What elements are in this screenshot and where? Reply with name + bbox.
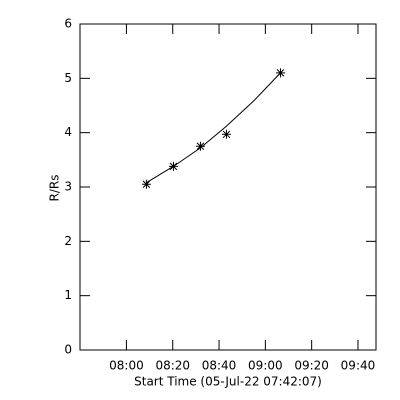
y-tick-label: 1 <box>64 288 72 302</box>
point <box>141 179 151 189</box>
y-tick-label: 3 <box>64 180 72 194</box>
x-tick-label: 09:00 <box>248 359 283 373</box>
y-tick-label: 6 <box>64 17 72 31</box>
x-tick-label: 09:40 <box>341 359 376 373</box>
x-tick-label: 08:20 <box>155 359 190 373</box>
point <box>195 141 205 151</box>
point <box>168 161 178 171</box>
y-tick-label: 5 <box>64 71 72 85</box>
x-tick-label: 08:00 <box>109 359 144 373</box>
x-tick-label: 09:20 <box>294 359 329 373</box>
plot-frame <box>79 23 377 351</box>
y-tick-label: 4 <box>64 125 72 139</box>
point <box>275 68 285 78</box>
y-tick-label: 2 <box>64 234 72 248</box>
point <box>221 129 231 139</box>
fit-curve <box>146 72 281 184</box>
y-tick-label: 0 <box>64 343 72 357</box>
x-tick-label: 08:40 <box>202 359 237 373</box>
y-axis-title: R/Rs <box>48 175 62 202</box>
x-axis-title: Start Time (05-Jul-22 07:42:07) <box>134 375 322 389</box>
